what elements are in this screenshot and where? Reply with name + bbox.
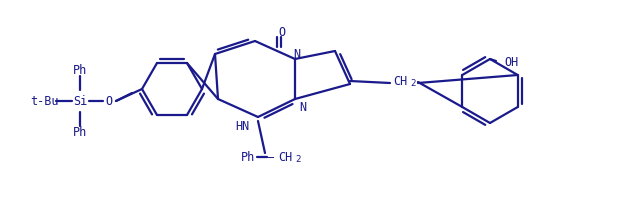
Text: Si: Si <box>73 95 87 108</box>
Text: O: O <box>278 26 286 39</box>
Text: Ph: Ph <box>73 64 87 77</box>
Text: Ph: Ph <box>73 126 87 139</box>
Text: O: O <box>106 95 112 108</box>
Text: HN: HN <box>236 119 250 132</box>
Text: 2: 2 <box>410 79 415 88</box>
Text: Ph: Ph <box>241 151 255 164</box>
Text: t-Bu: t-Bu <box>30 95 59 108</box>
Text: OH: OH <box>504 55 518 68</box>
Text: 2: 2 <box>295 155 300 164</box>
Text: N: N <box>299 101 307 114</box>
Text: —: — <box>267 151 274 164</box>
Text: CH: CH <box>393 75 407 88</box>
Text: CH: CH <box>278 151 292 164</box>
Text: N: N <box>294 47 300 60</box>
